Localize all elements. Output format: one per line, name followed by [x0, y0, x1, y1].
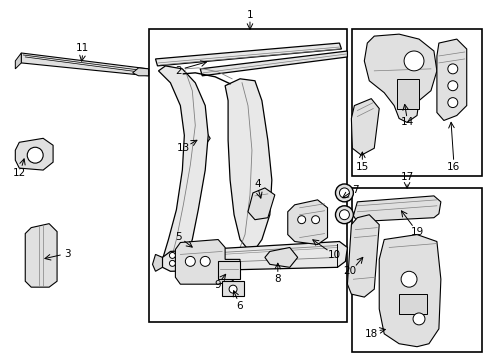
Text: 12: 12 [13, 168, 26, 178]
Bar [352, 188, 481, 352]
Circle shape [403, 51, 423, 71]
Text: 17: 17 [400, 172, 413, 182]
Bar [148, 29, 346, 322]
Polygon shape [175, 239, 240, 284]
Polygon shape [162, 242, 346, 271]
Text: 7: 7 [351, 185, 358, 195]
Circle shape [339, 188, 349, 198]
Circle shape [339, 210, 349, 220]
Polygon shape [247, 188, 274, 220]
Text: 3: 3 [63, 249, 70, 260]
Bar [398, 294, 426, 314]
Bar [352, 29, 481, 176]
Circle shape [27, 147, 43, 163]
Polygon shape [152, 255, 162, 271]
Text: 13: 13 [176, 143, 189, 153]
Polygon shape [158, 66, 208, 269]
Polygon shape [224, 79, 271, 249]
Polygon shape [379, 235, 440, 347]
Circle shape [447, 81, 457, 91]
Text: 15: 15 [355, 162, 368, 172]
Text: 9: 9 [214, 280, 221, 290]
Circle shape [185, 256, 195, 266]
Text: 18: 18 [364, 329, 377, 339]
Text: 4: 4 [254, 179, 261, 189]
Circle shape [169, 260, 175, 266]
Polygon shape [346, 215, 379, 297]
Circle shape [169, 252, 175, 258]
Polygon shape [351, 99, 379, 155]
Polygon shape [15, 138, 53, 170]
Text: 16: 16 [446, 162, 460, 172]
Polygon shape [155, 43, 341, 66]
Text: 1: 1 [246, 10, 253, 20]
Text: 2: 2 [175, 66, 182, 76]
Polygon shape [25, 224, 57, 287]
Text: 10: 10 [327, 251, 340, 260]
Polygon shape [200, 51, 346, 76]
Circle shape [228, 285, 237, 293]
Text: 20: 20 [342, 266, 355, 276]
Polygon shape [436, 39, 466, 121]
Circle shape [400, 271, 416, 287]
Circle shape [335, 184, 353, 202]
Text: 5: 5 [175, 231, 182, 242]
Circle shape [447, 98, 457, 108]
Polygon shape [364, 34, 436, 122]
Circle shape [447, 64, 457, 74]
Circle shape [297, 216, 305, 224]
Bar [222, 281, 244, 296]
Text: 14: 14 [400, 117, 413, 127]
Circle shape [200, 256, 210, 266]
Polygon shape [287, 200, 327, 244]
Polygon shape [132, 68, 148, 76]
Text: 11: 11 [76, 43, 89, 53]
Text: 19: 19 [409, 226, 423, 237]
Polygon shape [264, 247, 297, 267]
Polygon shape [353, 196, 440, 222]
Polygon shape [188, 130, 210, 145]
Text: 6: 6 [236, 301, 243, 311]
Polygon shape [15, 53, 21, 69]
Circle shape [311, 216, 319, 224]
Polygon shape [21, 53, 148, 76]
Bar [396, 79, 418, 109]
Polygon shape [196, 133, 203, 140]
Bar [218, 261, 240, 279]
Circle shape [412, 313, 424, 325]
Circle shape [335, 206, 353, 224]
Text: 8: 8 [274, 274, 281, 284]
